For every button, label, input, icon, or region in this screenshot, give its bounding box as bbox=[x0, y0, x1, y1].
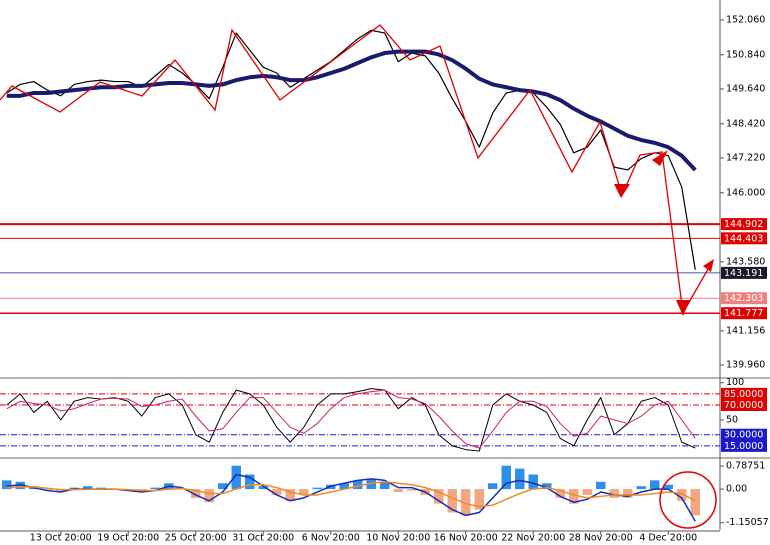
histogram-bar bbox=[623, 489, 633, 498]
y-tick-label: 100 bbox=[726, 377, 744, 388]
y-tick-label: 50 bbox=[726, 414, 738, 425]
histogram-bar bbox=[231, 465, 241, 490]
y-tick-label: 152.060 bbox=[726, 14, 765, 25]
histogram-bar bbox=[245, 474, 255, 490]
histogram-bar bbox=[285, 489, 295, 501]
x-tick-label: 13 Oct 20:00 bbox=[30, 533, 92, 544]
histogram-bar bbox=[2, 480, 12, 490]
histogram-bar bbox=[339, 483, 349, 490]
y-tick-label: 0.78751 bbox=[726, 461, 765, 472]
histogram-bar bbox=[258, 486, 268, 490]
y-tick-label: -1.15057 bbox=[726, 517, 769, 528]
series-line bbox=[6, 29, 696, 270]
level-tag bbox=[721, 232, 767, 245]
arrow bbox=[703, 259, 714, 272]
histogram-bar bbox=[555, 489, 565, 498]
x-tick-label: 31 Oct 20:00 bbox=[232, 533, 294, 544]
y-tick-label: 150.840 bbox=[726, 49, 765, 60]
level-label: 30.0000 bbox=[724, 430, 763, 441]
histogram-bar bbox=[299, 489, 309, 495]
y-tick-label: 0.00 bbox=[726, 484, 747, 495]
x-tick-label: 10 Nov 20:00 bbox=[366, 533, 430, 544]
x-tick-label: 4 Dec 20:00 bbox=[639, 533, 697, 544]
zigzag bbox=[0, 24, 713, 316]
histogram-bar bbox=[393, 489, 403, 493]
level-label: 141.777 bbox=[724, 308, 763, 319]
histogram-bar bbox=[528, 474, 538, 490]
y-tick-label: 143.580 bbox=[726, 256, 765, 267]
level-label: 143.191 bbox=[724, 268, 763, 279]
histogram-bar bbox=[650, 480, 660, 490]
histogram-bar bbox=[582, 489, 592, 495]
level-label: 142.303 bbox=[724, 293, 763, 304]
histogram-bar bbox=[312, 487, 322, 490]
histogram-bar bbox=[177, 489, 187, 490]
histogram-bar bbox=[272, 489, 282, 495]
arrow bbox=[676, 300, 690, 316]
histogram-bar bbox=[83, 486, 93, 490]
level-tag bbox=[721, 266, 767, 279]
histogram-bar bbox=[474, 489, 484, 510]
x-tick-label: 19 Oct 20:00 bbox=[97, 533, 159, 544]
y-tick-label: 148.420 bbox=[726, 118, 765, 129]
histogram-bar bbox=[677, 489, 687, 501]
y-tick-label: 141.156 bbox=[726, 325, 765, 336]
histogram-bar bbox=[690, 489, 700, 516]
series-line bbox=[6, 481, 696, 508]
y-tick-label: 139.960 bbox=[726, 360, 765, 371]
level-label: 85.0000 bbox=[724, 389, 763, 400]
histogram-bar bbox=[542, 483, 552, 490]
level-label: 15.0000 bbox=[724, 441, 763, 452]
x-tick-label: 28 Nov 20:00 bbox=[569, 533, 633, 544]
level-tag bbox=[721, 307, 767, 320]
series-line bbox=[6, 388, 696, 452]
level-tag bbox=[721, 387, 767, 400]
histogram-bar bbox=[636, 486, 646, 490]
histogram-bar bbox=[488, 483, 498, 490]
histogram-bar bbox=[569, 489, 579, 504]
histogram-bar bbox=[56, 489, 66, 493]
histogram-bar bbox=[353, 480, 363, 490]
highlight-circle bbox=[659, 471, 717, 529]
level-tag bbox=[721, 399, 767, 411]
level-label: 70.0000 bbox=[724, 400, 763, 411]
histogram-bar bbox=[596, 481, 606, 490]
histogram-bar bbox=[191, 489, 201, 498]
y-tick-label: 147.220 bbox=[726, 152, 765, 163]
level-tag bbox=[721, 218, 767, 231]
histogram-bar bbox=[663, 484, 673, 490]
histogram-bar bbox=[447, 489, 457, 513]
histogram-bar bbox=[434, 489, 444, 504]
x-tick-label: 25 Oct 20:00 bbox=[165, 533, 227, 544]
x-tick-label: 16 Nov 20:00 bbox=[434, 533, 498, 544]
histogram-bar bbox=[204, 489, 214, 503]
y-tick-label: 149.640 bbox=[726, 83, 765, 94]
x-tick-label: 22 Nov 20:00 bbox=[501, 533, 565, 544]
x-tick-label: 6 Nov 20:00 bbox=[302, 533, 360, 544]
series-line bbox=[6, 49, 697, 172]
histogram-bar bbox=[461, 489, 471, 516]
level-tag bbox=[721, 292, 767, 305]
y-tick-label: 146.000 bbox=[726, 187, 765, 198]
histogram-bar bbox=[501, 465, 511, 490]
histogram-bar bbox=[407, 489, 417, 491]
histogram-bar bbox=[218, 483, 228, 490]
histogram-bar bbox=[515, 468, 525, 490]
arrow bbox=[614, 184, 630, 198]
histogram-bar bbox=[150, 487, 160, 490]
histogram-bar bbox=[380, 481, 390, 490]
series-line bbox=[6, 389, 696, 449]
arrow bbox=[652, 150, 668, 166]
level-tag bbox=[721, 428, 767, 441]
level-label: 144.403 bbox=[724, 233, 763, 244]
level-label: 144.902 bbox=[724, 219, 763, 230]
histogram-bar bbox=[609, 489, 619, 498]
level-tag bbox=[721, 439, 767, 452]
